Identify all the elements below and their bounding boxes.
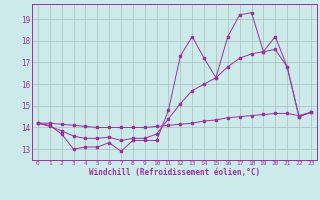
X-axis label: Windchill (Refroidissement éolien,°C): Windchill (Refroidissement éolien,°C) xyxy=(89,168,260,177)
